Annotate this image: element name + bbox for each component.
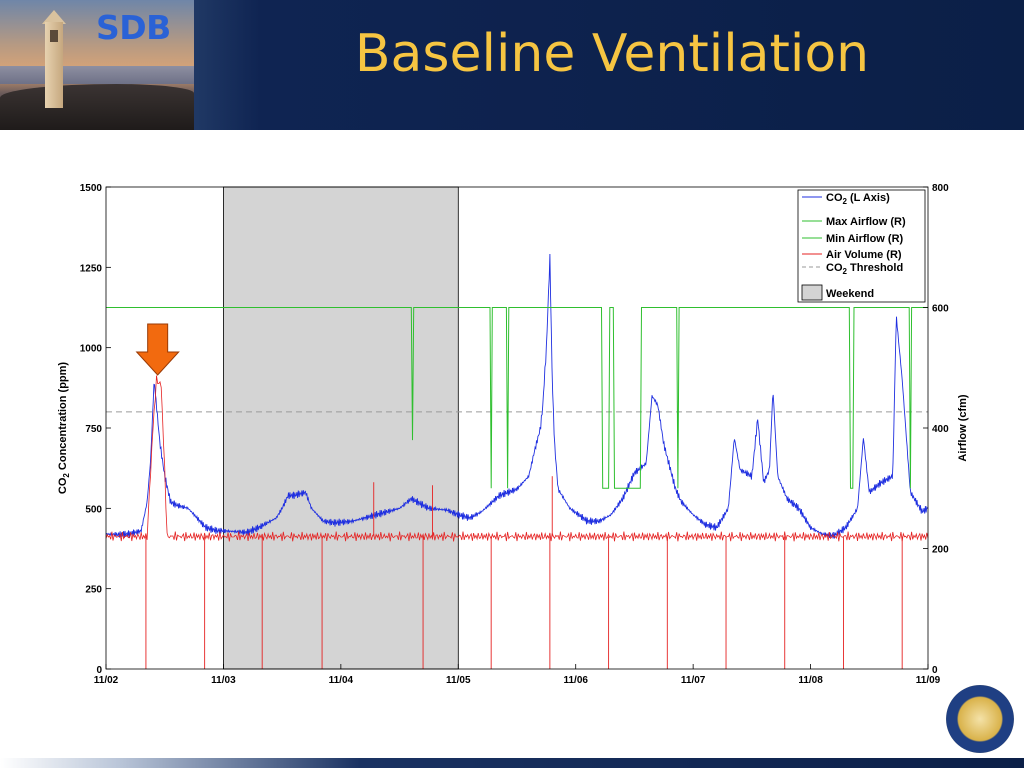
x-tick-label-2: 11/04 bbox=[329, 675, 354, 686]
legend-label-threshold: CO2 Threshold bbox=[826, 262, 903, 276]
right-tick-label-400: 400 bbox=[932, 424, 949, 435]
legend-item-weekend: Weekend bbox=[801, 284, 874, 301]
left-tick-label-1000: 1000 bbox=[80, 344, 103, 355]
footer-bar bbox=[0, 758, 1024, 768]
legend-item-min-airflow: Min Airflow (R) bbox=[802, 233, 904, 245]
uc-seal-icon bbox=[946, 685, 1014, 753]
left-axis-label: CO2 Concentration (ppm) bbox=[57, 362, 71, 495]
left-tick-label-0: 0 bbox=[96, 665, 102, 676]
legend-item-threshold: CO2 Threshold bbox=[802, 262, 903, 276]
legend-item-air-volume: Air Volume (R) bbox=[802, 249, 902, 261]
x-tick-label-4: 11/06 bbox=[563, 675, 588, 686]
right-axis-label: Airflow (cfm) bbox=[957, 394, 969, 462]
right-axis: 0 200 400 600 800 bbox=[923, 183, 949, 676]
x-tick-label-1: 11/03 bbox=[211, 675, 236, 686]
left-tick-label-500: 500 bbox=[85, 504, 102, 515]
legend: CO2 (L Axis) Max Airflow (R) Min Airflow… bbox=[797, 189, 926, 303]
legend-label-max-airflow: Max Airflow (R) bbox=[826, 216, 906, 228]
left-tick-label-1500: 1500 bbox=[80, 183, 103, 194]
legend-item-co2: CO2 (L Axis) bbox=[802, 192, 890, 206]
x-tick-label-0: 11/02 bbox=[94, 675, 119, 686]
x-tick-label-7: 11/09 bbox=[916, 675, 941, 686]
header-banner: SDB Baseline Ventilation bbox=[0, 0, 1024, 130]
series-layer bbox=[105, 253, 929, 669]
campanile-photo: SDB bbox=[0, 0, 194, 130]
right-tick-label-0: 0 bbox=[932, 665, 938, 676]
right-tick-label-200: 200 bbox=[932, 545, 949, 556]
legend-label-min-airflow: Min Airflow (R) bbox=[826, 233, 904, 245]
arrow-down-icon bbox=[135, 323, 180, 376]
legend-label-co2: CO2 (L Axis) bbox=[826, 192, 890, 206]
x-tick-label-5: 11/07 bbox=[681, 675, 706, 686]
logo-text: SDB bbox=[96, 8, 171, 47]
legend-item-max-airflow: Max Airflow (R) bbox=[802, 216, 906, 228]
x-tick-label-6: 11/08 bbox=[798, 675, 823, 686]
legend-box bbox=[797, 189, 926, 303]
series-max-airflow bbox=[106, 307, 928, 489]
hills bbox=[0, 84, 194, 130]
legend-label-weekend: Weekend bbox=[826, 288, 874, 300]
left-tick-label-1250: 1250 bbox=[80, 263, 103, 274]
page-title: Baseline Ventilation bbox=[354, 24, 870, 84]
legend-label-air-volume: Air Volume (R) bbox=[826, 249, 902, 261]
left-tick-label-750: 750 bbox=[85, 424, 102, 435]
legend-swatch-weekend bbox=[801, 284, 823, 301]
tower-window bbox=[50, 30, 58, 42]
x-axis: 11/02 11/03 11/04 11/05 11/06 11/07 11/08 11/09 bbox=[94, 664, 941, 686]
left-axis: 0 250 500 750 1000 1250 1500 bbox=[80, 183, 111, 676]
series-air-volume bbox=[105, 375, 929, 542]
series-co2 bbox=[105, 253, 928, 539]
right-tick-label-800: 800 bbox=[932, 183, 949, 194]
tower-spire bbox=[42, 10, 66, 24]
x-tick-label-3: 11/05 bbox=[446, 675, 471, 686]
tower-body bbox=[45, 22, 63, 108]
arrow-shape bbox=[135, 323, 180, 376]
right-tick-label-600: 600 bbox=[932, 304, 949, 315]
left-tick-label-250: 250 bbox=[85, 585, 102, 596]
